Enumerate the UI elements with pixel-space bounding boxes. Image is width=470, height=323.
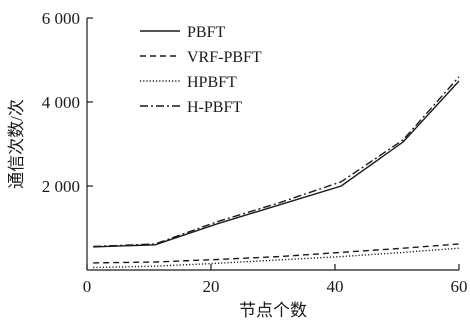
legend: PBFT VRF-PBFT HPBFT H-PBFT	[140, 24, 262, 116]
legend-label: PBFT	[187, 24, 225, 41]
series-line-hpbft	[93, 247, 460, 269]
series-line-pbft	[93, 80, 460, 248]
x-tick-label: 0	[83, 277, 92, 296]
series-line-vrf-pbft	[93, 243, 460, 264]
axes	[86, 18, 459, 271]
x-tick-label: 60	[451, 277, 468, 296]
x-tick-label: 40	[327, 277, 344, 296]
x-tick-label: 20	[203, 277, 220, 296]
y-tick-label: 4 000	[42, 93, 80, 112]
legend-label: HPBFT	[187, 74, 237, 91]
series-lines	[93, 76, 460, 269]
y-axis-ticks: 2 000 4 000 6 000	[42, 9, 93, 196]
legend-label: H-PBFT	[187, 99, 242, 116]
y-tick-label: 6 000	[42, 9, 80, 28]
y-tick-label: 2 000	[42, 177, 80, 196]
x-axis-label: 节点个数	[239, 301, 307, 320]
series-line-h-pbft	[93, 76, 460, 248]
x-axis-ticks: 0 20 40 60	[83, 264, 468, 296]
y-axis-label: 通信次数/次	[7, 99, 26, 189]
legend-label: VRF-PBFT	[187, 49, 262, 66]
